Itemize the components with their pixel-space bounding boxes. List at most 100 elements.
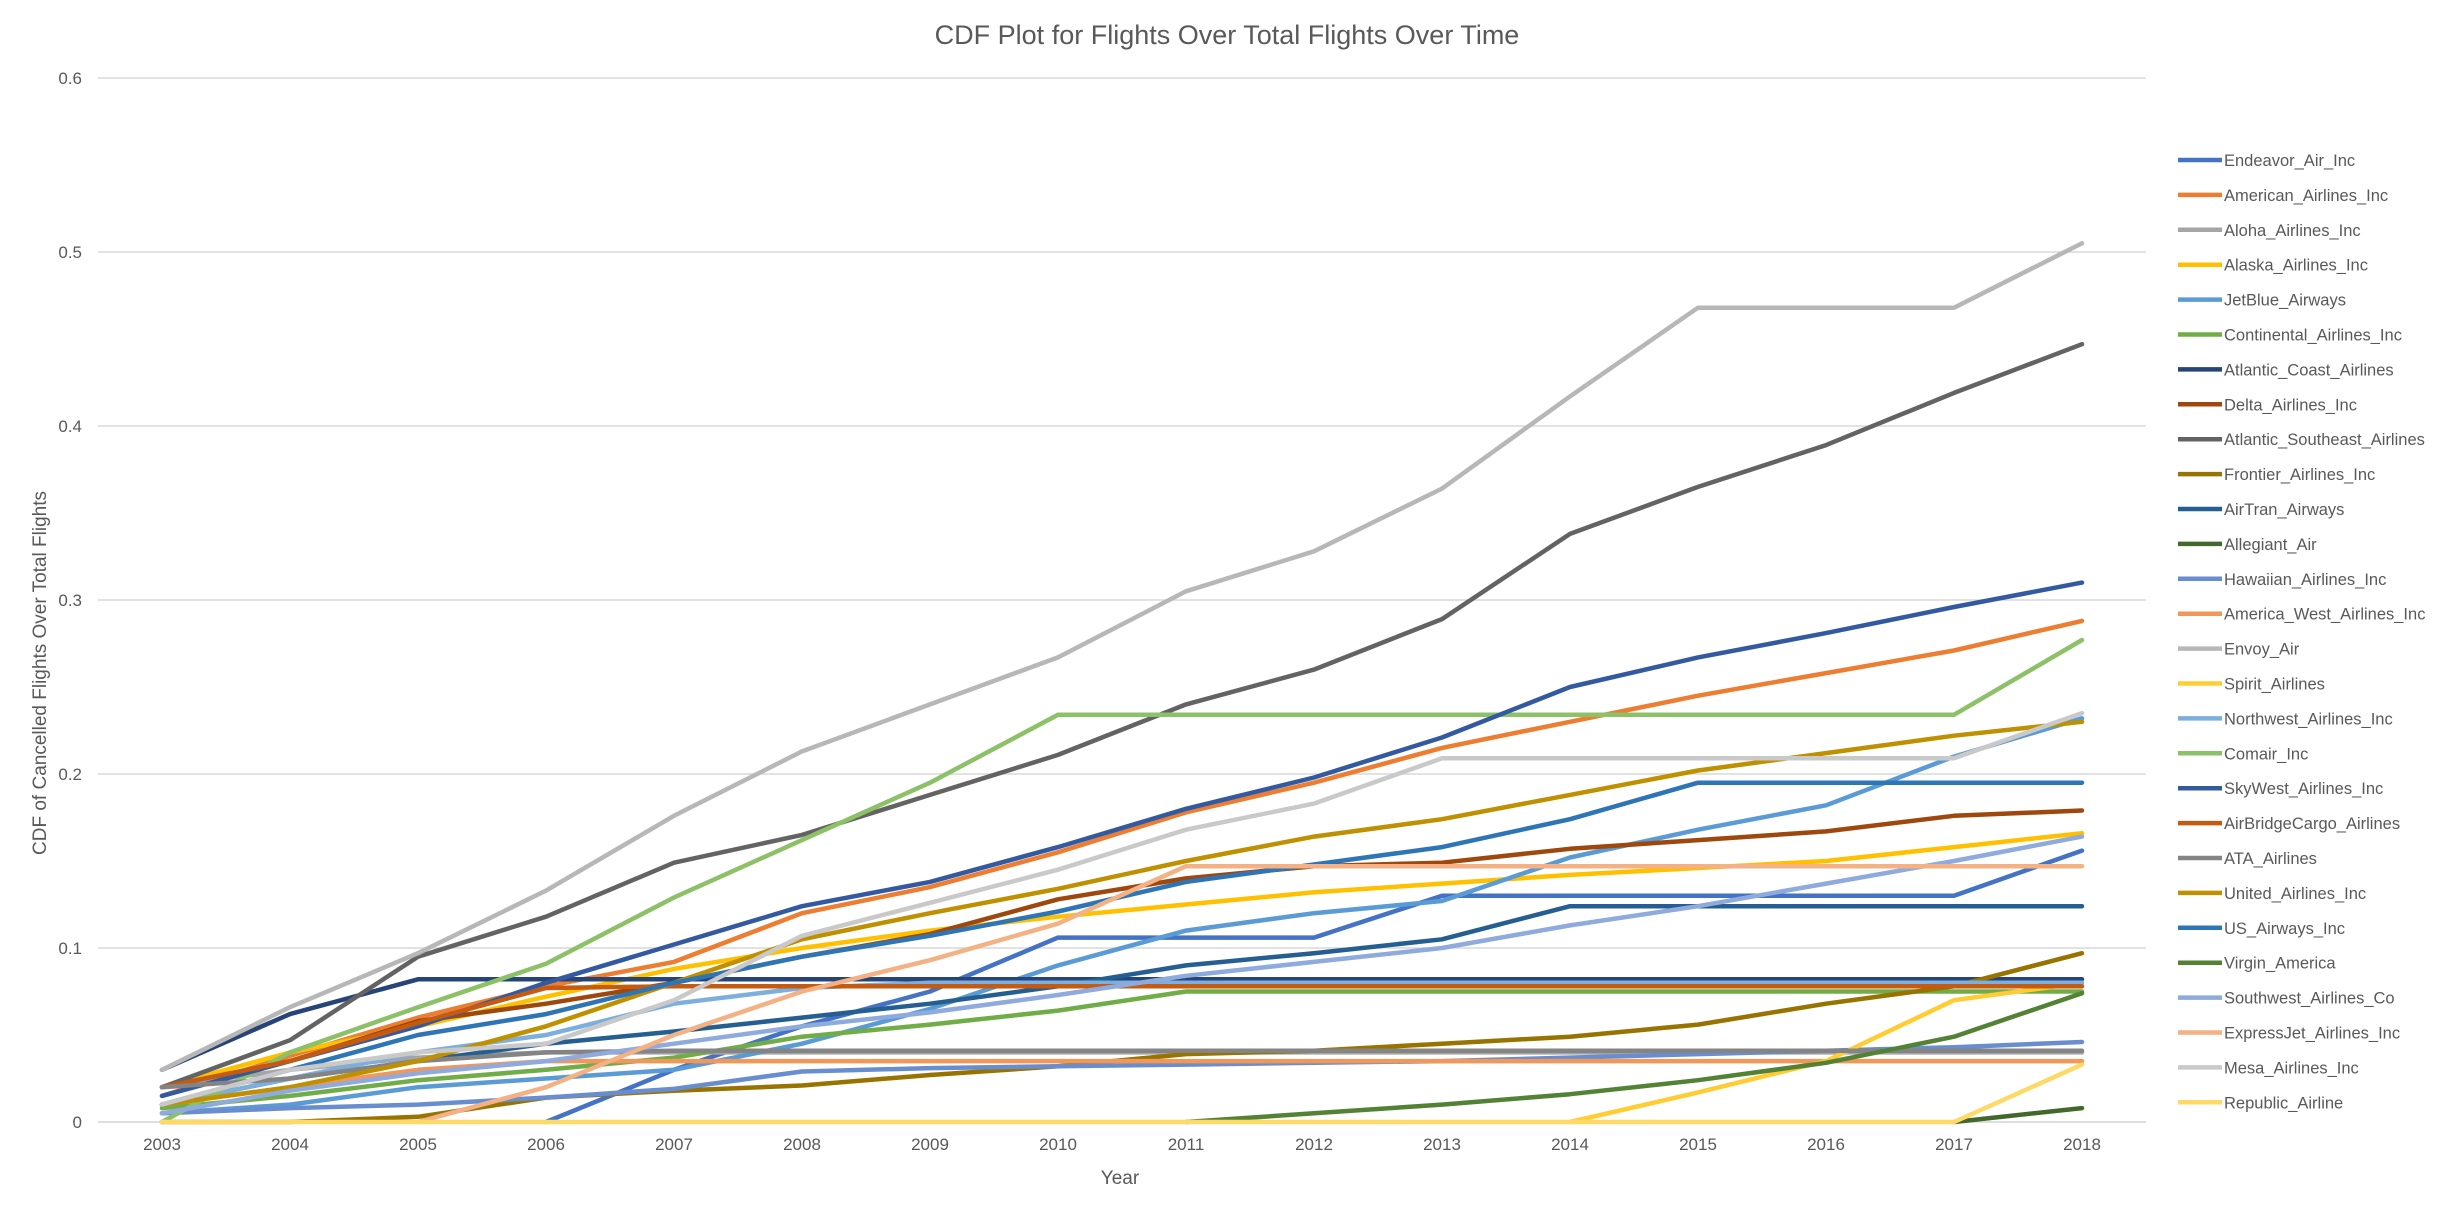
y-tick-label: 0 bbox=[73, 1113, 82, 1132]
legend-item: Virgin_America bbox=[2178, 955, 2336, 973]
x-tick-label: 2015 bbox=[1679, 1135, 1717, 1154]
legend-label: Atlantic_Southeast_Airlines bbox=[2224, 431, 2425, 449]
x-tick-label: 2008 bbox=[783, 1135, 821, 1154]
legend-item: United_Airlines_Inc bbox=[2178, 885, 2366, 903]
x-tick-label: 2007 bbox=[655, 1135, 693, 1154]
series-line-continental-airlines-inc bbox=[159, 989, 2085, 1111]
legend-label: Atlantic_Coast_Airlines bbox=[2224, 361, 2394, 379]
legend-item: Aloha_Airlines_Inc bbox=[2178, 222, 2361, 240]
series-line-ata-airlines bbox=[159, 1048, 2085, 1090]
legend-label: US_Airways_Inc bbox=[2224, 920, 2345, 938]
x-tick-label: 2004 bbox=[271, 1135, 309, 1154]
legend-label: Continental_Airlines_Inc bbox=[2224, 327, 2402, 345]
series-line-republic-airline bbox=[159, 1062, 2085, 1125]
legend-item: AirTran_Airways bbox=[2178, 501, 2344, 519]
x-axis-title: Year bbox=[1101, 1168, 1140, 1189]
y-tick-label: 0.3 bbox=[58, 591, 82, 610]
legend-item: Atlantic_Southeast_Airlines bbox=[2178, 431, 2425, 449]
series-lines bbox=[159, 241, 2085, 1125]
y-tick-label: 0.4 bbox=[58, 417, 82, 436]
legend-label: AirTran_Airways bbox=[2224, 501, 2344, 519]
legend-item: Northwest_Airlines_Inc bbox=[2178, 710, 2393, 728]
legend-label: Aloha_Airlines_Inc bbox=[2224, 222, 2361, 240]
legend-label: United_Airlines_Inc bbox=[2224, 885, 2366, 903]
series-line-jetblue-airways bbox=[159, 716, 2085, 1116]
legend-label: Southwest_Airlines_Co bbox=[2224, 990, 2395, 1008]
legend-label: Virgin_America bbox=[2224, 955, 2336, 973]
series-line-allegiant-air bbox=[1951, 1105, 2085, 1125]
legend-item: ExpressJet_Airlines_Inc bbox=[2178, 1025, 2400, 1043]
series-line-expressjet-airlines-inc bbox=[415, 863, 2085, 1125]
legend-label: America_West_Airlines_Inc bbox=[2224, 606, 2425, 624]
series-line-southwest-airlines-co bbox=[159, 834, 2085, 1116]
series-line-delta-airlines-inc bbox=[159, 808, 2085, 1090]
legend-item: Allegiant_Air bbox=[2178, 536, 2317, 554]
legend-label: Republic_Airline bbox=[2224, 1094, 2343, 1112]
legend-label: Delta_Airlines_Inc bbox=[2224, 396, 2357, 414]
series-line-atlantic-coast-airlines bbox=[159, 977, 2085, 1073]
legend-label: American_Airlines_Inc bbox=[2224, 187, 2388, 205]
x-tick-label: 2009 bbox=[911, 1135, 949, 1154]
legend-item: Republic_Airline bbox=[2178, 1094, 2343, 1112]
legend-item: Alaska_Airlines_Inc bbox=[2178, 257, 2368, 275]
legend: Endeavor_Air_Inc American_Airlines_Inc Alo… bbox=[2178, 152, 2425, 1112]
x-tick-label: 2011 bbox=[1168, 1135, 1205, 1154]
y-axis-ticks: 0 0.1 0.2 0.3 0.4 0.5 0.6 bbox=[58, 69, 82, 1132]
legend-item: American_Airlines_Inc bbox=[2178, 187, 2388, 205]
legend-label: JetBlue_Airways bbox=[2224, 292, 2346, 310]
legend-label: Alaska_Airlines_Inc bbox=[2224, 257, 2368, 275]
legend-item: JetBlue_Airways bbox=[2178, 292, 2346, 310]
legend-label: Spirit_Airlines bbox=[2224, 676, 2325, 694]
x-tick-label: 2018 bbox=[2063, 1135, 2101, 1154]
legend-item: SkyWest_Airlines_Inc bbox=[2178, 780, 2383, 798]
legend-item: AirBridgeCargo_Airlines bbox=[2178, 815, 2400, 833]
x-tick-label: 2017 bbox=[1935, 1135, 1973, 1154]
y-tick-label: 0.2 bbox=[58, 765, 82, 784]
chart-title: CDF Plot for Flights Over Total Flights … bbox=[935, 20, 1520, 50]
legend-item: Spirit_Airlines bbox=[2178, 676, 2325, 694]
legend-label: SkyWest_Airlines_Inc bbox=[2224, 780, 2383, 798]
legend-label: Mesa_Airlines_Inc bbox=[2224, 1059, 2359, 1077]
legend-label: Allegiant_Air bbox=[2224, 536, 2317, 554]
legend-item: US_Airways_Inc bbox=[2178, 920, 2345, 938]
x-tick-label: 2012 bbox=[1295, 1135, 1333, 1154]
x-axis-ticks: 2003 2004 2005 2006 2007 2008 2009 2010 2011 2012… bbox=[98, 1121, 2146, 1154]
legend-label: AirBridgeCargo_Airlines bbox=[2224, 815, 2400, 833]
x-tick-label: 2010 bbox=[1039, 1135, 1077, 1154]
x-tick-label: 2016 bbox=[1807, 1135, 1845, 1154]
legend-item: Comair_Inc bbox=[2178, 745, 2308, 763]
series-line-comair-inc bbox=[159, 637, 2085, 1125]
legend-item: Delta_Airlines_Inc bbox=[2178, 396, 2357, 414]
legend-item: ATA_Airlines bbox=[2178, 850, 2317, 868]
series-line-united-airlines-inc bbox=[159, 719, 2085, 1107]
legend-label: Northwest_Airlines_Inc bbox=[2224, 710, 2393, 728]
legend-item: Mesa_Airlines_Inc bbox=[2178, 1059, 2359, 1077]
y-tick-label: 0.1 bbox=[58, 939, 82, 958]
y-axis-title: CDF of Cancelled Flights Over Total Flig… bbox=[30, 491, 51, 855]
x-tick-label: 2013 bbox=[1423, 1135, 1461, 1154]
legend-item: Atlantic_Coast_Airlines bbox=[2178, 361, 2394, 379]
y-tick-label: 0.5 bbox=[58, 243, 82, 262]
legend-item: Southwest_Airlines_Co bbox=[2178, 990, 2395, 1008]
legend-item: Hawaiian_Airlines_Inc bbox=[2178, 571, 2386, 589]
legend-label: Comair_Inc bbox=[2224, 745, 2308, 763]
legend-label: Endeavor_Air_Inc bbox=[2224, 152, 2355, 170]
legend-item: Envoy_Air bbox=[2178, 641, 2300, 659]
x-tick-label: 2006 bbox=[527, 1135, 565, 1154]
x-tick-label: 2014 bbox=[1551, 1135, 1589, 1154]
y-tick-label: 0.6 bbox=[58, 69, 82, 88]
series-line-envoy-air bbox=[159, 241, 2085, 1073]
series-line-mesa-airlines-inc bbox=[159, 710, 2085, 1107]
series-line-airtran-airways bbox=[159, 903, 2085, 1107]
legend-label: ATA_Airlines bbox=[2224, 850, 2317, 868]
legend-item: Frontier_Airlines_Inc bbox=[2178, 466, 2375, 484]
legend-label: ExpressJet_Airlines_Inc bbox=[2224, 1025, 2400, 1043]
legend-item: America_West_Airlines_Inc bbox=[2178, 606, 2425, 624]
series-line-virgin-america bbox=[1183, 990, 2085, 1125]
legend-item: Endeavor_Air_Inc bbox=[2178, 152, 2355, 170]
x-tick-label: 2005 bbox=[399, 1135, 437, 1154]
legend-label: Frontier_Airlines_Inc bbox=[2224, 466, 2375, 484]
legend-item: Continental_Airlines_Inc bbox=[2178, 327, 2402, 345]
